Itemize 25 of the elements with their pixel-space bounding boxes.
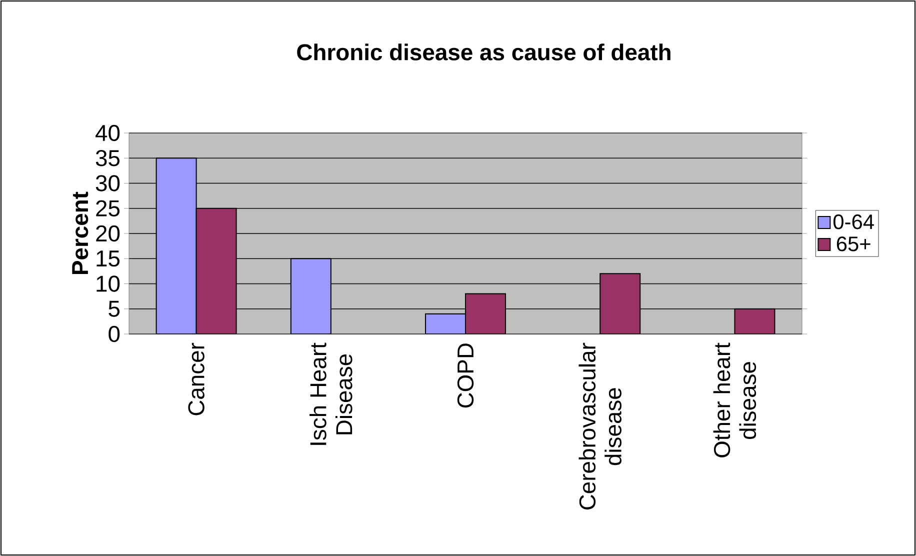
- y-tick-label: 30: [96, 175, 120, 192]
- chart-title: Chronic disease as cause of death: [297, 44, 670, 60]
- y-tick-label: 0: [108, 326, 120, 342]
- y-tick-label: 10: [96, 276, 120, 292]
- bar: [600, 273, 641, 334]
- x-tick-label: Cerebrovascular disease: [578, 342, 622, 510]
- bar: [465, 293, 506, 334]
- y-tick-label: 15: [96, 250, 120, 267]
- x-tick-label: Isch Heart Disease: [310, 342, 352, 445]
- y-axis-title: Percent: [72, 192, 88, 274]
- bar: [156, 158, 197, 334]
- x-tick-label: COPD: [457, 344, 474, 408]
- y-tick-label: 35: [96, 150, 120, 166]
- y-tick-label: 5: [108, 300, 120, 317]
- y-tick-label: 25: [96, 200, 120, 216]
- y-tick-label: 40: [96, 124, 120, 142]
- y-tick-label: 20: [96, 225, 120, 242]
- bar: [196, 208, 237, 334]
- x-tick-label: Cancer: [188, 342, 204, 416]
- bar: [425, 313, 466, 334]
- x-tick-label: Other heart disease: [713, 342, 756, 458]
- legend-label: 0-64: [833, 214, 874, 230]
- bar: [290, 258, 332, 334]
- legend-label: 65+: [836, 236, 870, 252]
- bar: [734, 308, 776, 334]
